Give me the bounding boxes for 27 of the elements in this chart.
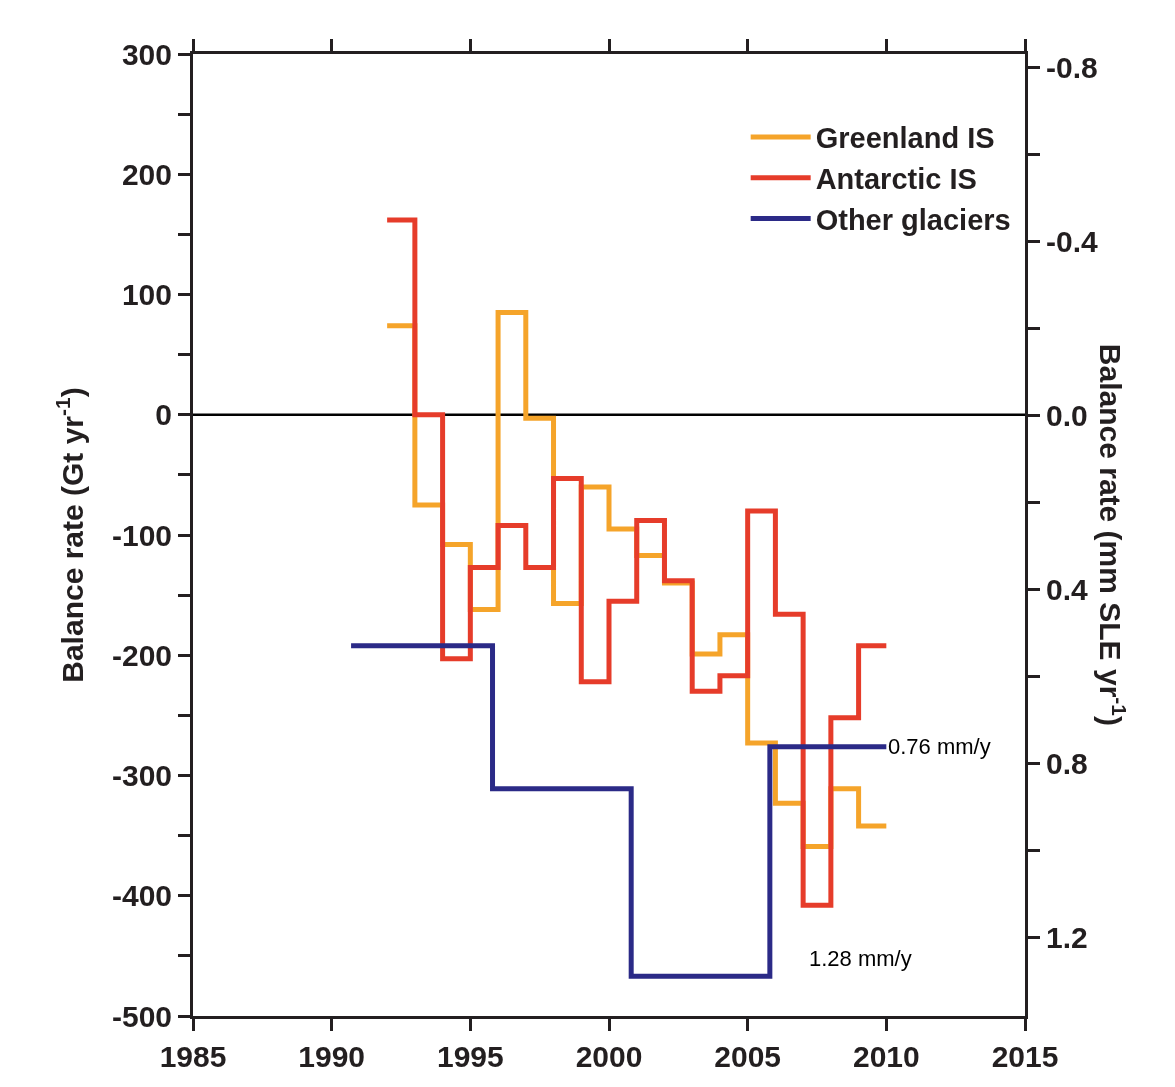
x-tick-label: 2005 — [714, 1040, 782, 1073]
legend-label: Antarctic IS — [815, 163, 977, 196]
y2-tick-label: -0.8 — [1046, 50, 1098, 84]
annotation: 0.76 mm/y — [888, 734, 991, 759]
legend-label: Greenland IS — [815, 122, 995, 155]
legend-label: Other glaciers — [815, 203, 1011, 236]
y2-tick-label: 1.2 — [1046, 921, 1088, 955]
x-tick-label: 1990 — [298, 1040, 366, 1073]
annotation: 1.28 mm/y — [809, 946, 912, 971]
y-tick-label: -200 — [111, 638, 172, 672]
x-tick-label: 2000 — [575, 1040, 643, 1073]
y-tick-label: 100 — [121, 278, 172, 311]
x-tick-label: 1985 — [159, 1040, 227, 1073]
x-tick-label: 1995 — [436, 1040, 504, 1073]
y-tick-label: -500 — [111, 999, 172, 1033]
y-tick-label: 0 — [155, 398, 172, 432]
y-tick-label: 200 — [121, 157, 172, 191]
y2-tick-label: 0.4 — [1046, 572, 1089, 606]
y2-tick-label: -0.4 — [1046, 224, 1099, 258]
x-tick-label: 2010 — [852, 1040, 920, 1073]
y2-tick-label: 0.8 — [1046, 747, 1088, 781]
y-tick-label: -100 — [111, 518, 172, 552]
y-tick-label: -400 — [111, 879, 172, 913]
y-tick-label: 300 — [121, 37, 172, 71]
y2-tick-label: 0.0 — [1046, 398, 1088, 432]
y-tick-label: -300 — [111, 759, 172, 792]
x-tick-label: 2015 — [991, 1040, 1059, 1073]
